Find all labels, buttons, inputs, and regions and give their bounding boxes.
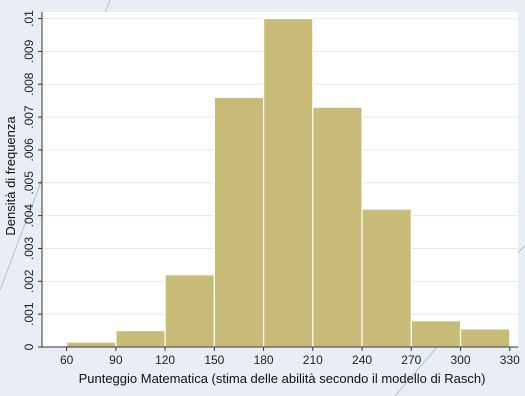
histogram-bar	[459, 328, 511, 348]
y-tick-label: .004	[22, 204, 36, 228]
histogram-bar	[361, 208, 412, 348]
x-axis-title: Punteggio Matematica (stima delle abilit…	[79, 371, 486, 386]
y-axis-title: Densità di frequenza	[3, 116, 18, 236]
histogram-bar	[164, 274, 215, 348]
x-tick-label: 300	[451, 353, 471, 367]
x-tick-label: 150	[204, 353, 224, 367]
y-tick-label: .005	[22, 171, 36, 195]
x-axis-ticks: 60 90 120 150 180 210 240 270 300 330	[60, 347, 520, 367]
y-axis-ticks: 0 .001 .002 .003 .004 .005 .006 .007 .008 .009 .01	[22, 10, 42, 350]
x-tick-label: 240	[352, 353, 372, 367]
y-tick-label: .01	[22, 10, 36, 27]
x-tick-label: 120	[155, 353, 175, 367]
x-tick-label: 60	[60, 353, 74, 367]
x-tick-label: 330	[500, 353, 520, 367]
y-tick-label: .006	[22, 138, 36, 162]
y-tick-label: .001	[22, 302, 36, 326]
histogram-bar	[66, 341, 117, 348]
x-tick-label: 180	[254, 353, 274, 367]
histogram-bar	[262, 17, 314, 348]
x-tick-label: 210	[303, 353, 323, 367]
y-tick-label: 0	[22, 343, 36, 350]
histogram-bars	[66, 17, 511, 348]
histogram-bar	[115, 329, 166, 348]
y-tick-label: .003	[22, 236, 36, 260]
y-tick-label: .002	[22, 269, 36, 293]
x-tick-label: 270	[401, 353, 421, 367]
y-tick-label: .008	[22, 72, 36, 96]
histogram-bar	[213, 96, 265, 348]
histogram-bar	[410, 320, 462, 348]
histogram-bar	[312, 106, 363, 348]
x-tick-label: 90	[109, 353, 123, 367]
axes	[41, 12, 518, 348]
y-tick-label: .007	[22, 105, 36, 129]
y-tick-label: .009	[22, 39, 36, 63]
